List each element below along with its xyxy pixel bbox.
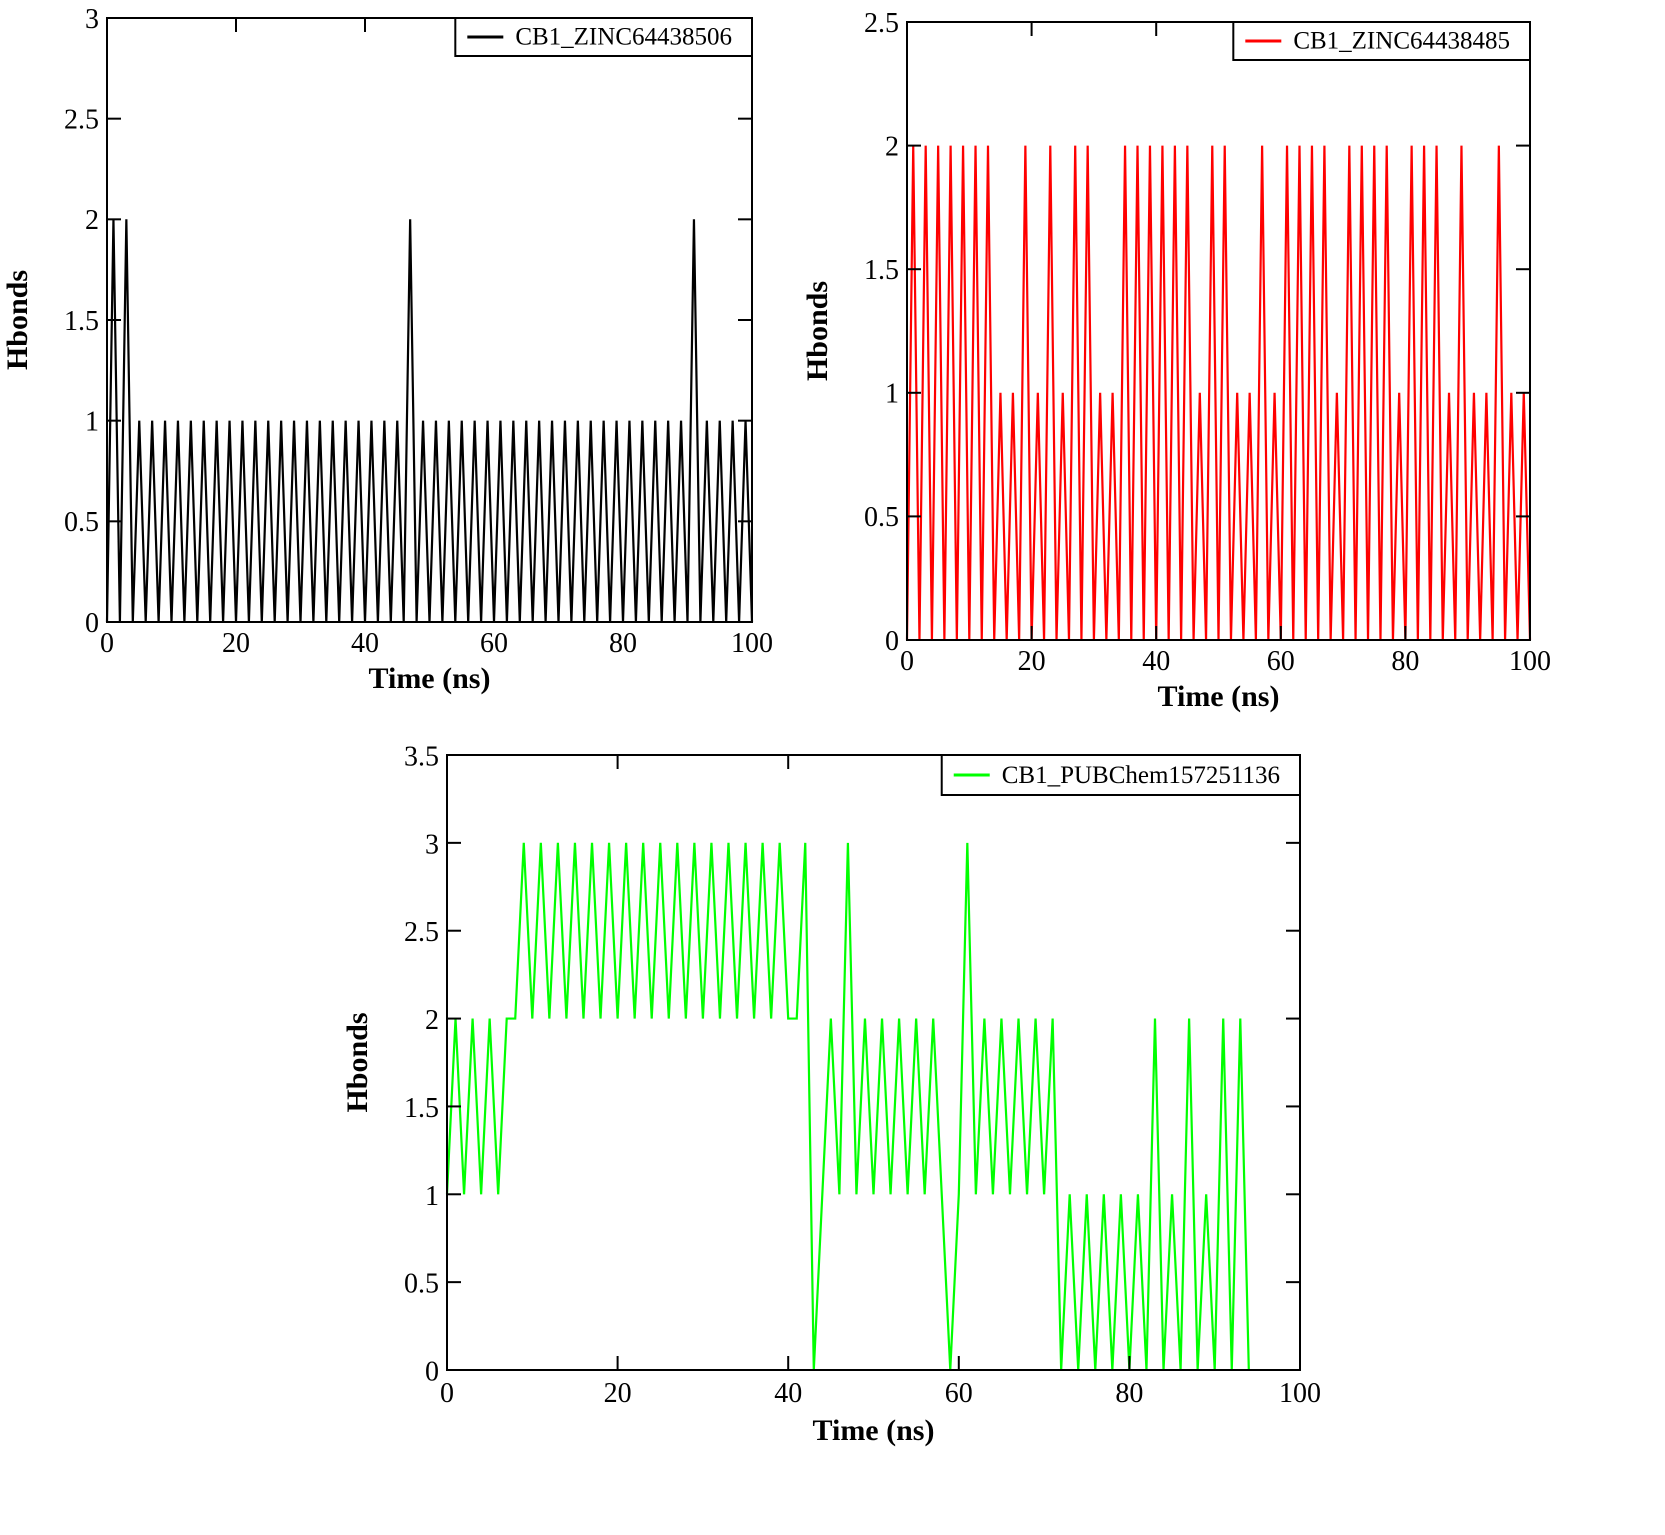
y-tick-label: 0 bbox=[885, 626, 899, 657]
data-line bbox=[905, 145, 1532, 641]
x-tick-label: 0 bbox=[440, 1378, 454, 1409]
y-axis-label: Hbonds bbox=[1, 270, 34, 370]
x-tick-label: 100 bbox=[731, 628, 773, 659]
plot-frame bbox=[106, 17, 753, 623]
legend-box bbox=[940, 754, 1301, 796]
x-tick-label: 40 bbox=[1142, 646, 1170, 677]
y-tick-label: 2.5 bbox=[64, 104, 99, 135]
x-tick-label: 100 bbox=[1279, 1378, 1321, 1409]
y-tick-label: 0.5 bbox=[64, 507, 99, 538]
y-tick-label: 1 bbox=[425, 1181, 439, 1212]
x-tick-label: 60 bbox=[480, 628, 508, 659]
x-axis-label: Time (ns) bbox=[1158, 680, 1280, 713]
x-tick-label: 20 bbox=[1018, 646, 1046, 677]
subplot: 0 20 40 60 80 100 0 0.5 1 1.5 2 2.5 3 3.5 Time (ns) Hbo… bbox=[341, 742, 1321, 1448]
legend-box bbox=[1232, 21, 1531, 61]
y-tick-label: 2.5 bbox=[404, 917, 439, 948]
y-tick-label: 3 bbox=[425, 829, 439, 860]
y-tick-label: 2 bbox=[85, 205, 99, 236]
data-line bbox=[445, 842, 1250, 1371]
x-axis-label: Time (ns) bbox=[369, 662, 491, 695]
x-tick-label: 40 bbox=[774, 1378, 802, 1409]
plot-frame bbox=[906, 21, 1531, 641]
y-tick-label: 3.5 bbox=[404, 742, 439, 773]
y-tick-label: 1.5 bbox=[64, 306, 99, 337]
x-tick-label: 40 bbox=[351, 628, 379, 659]
y-tick-label: 3 bbox=[85, 4, 99, 35]
legend-box bbox=[454, 17, 753, 57]
y-tick-label: 2 bbox=[885, 131, 899, 162]
x-tick-label: 80 bbox=[1391, 646, 1419, 677]
x-tick-label: 20 bbox=[604, 1378, 632, 1409]
legend-label: CB1_ZINC64438506 bbox=[515, 24, 732, 51]
x-tick-label: 100 bbox=[1509, 646, 1551, 677]
x-tick-label: 60 bbox=[1267, 646, 1295, 677]
y-axis-label: Hbonds bbox=[341, 1012, 374, 1112]
y-tick-label: 0.5 bbox=[864, 502, 899, 533]
y-tick-label: 2 bbox=[425, 1005, 439, 1036]
y-tick-label: 1.5 bbox=[864, 255, 899, 286]
x-tick-label: 0 bbox=[900, 646, 914, 677]
y-tick-label: 0 bbox=[85, 608, 99, 639]
y-tick-label: 0 bbox=[425, 1357, 439, 1388]
x-tick-label: 0 bbox=[100, 628, 114, 659]
y-tick-label: 1 bbox=[885, 379, 899, 410]
x-tick-label: 80 bbox=[609, 628, 637, 659]
legend-label: CB1_PUBChem157251136 bbox=[1002, 762, 1280, 789]
y-axis-label: Hbonds bbox=[801, 281, 834, 381]
data-line bbox=[105, 219, 754, 623]
y-tick-label: 0.5 bbox=[404, 1269, 439, 1300]
x-tick-label: 80 bbox=[1115, 1378, 1143, 1409]
subplot: 0 20 40 60 80 100 0 0.5 1 1.5 2 2.5 3 Time (ns) Hbonds… bbox=[1, 4, 773, 695]
legend-label: CB1_ZINC64438485 bbox=[1293, 28, 1510, 55]
subplot: 0 20 40 60 80 100 0 0.5 1 1.5 2 2.5 Time (ns) Hbonds C… bbox=[801, 8, 1551, 713]
y-tick-label: 2.5 bbox=[864, 8, 899, 39]
y-tick-label: 1.5 bbox=[404, 1093, 439, 1124]
plot-frame bbox=[446, 754, 1301, 1371]
x-tick-label: 60 bbox=[945, 1378, 973, 1409]
y-tick-label: 1 bbox=[85, 406, 99, 437]
x-tick-label: 20 bbox=[222, 628, 250, 659]
x-axis-label: Time (ns) bbox=[813, 1414, 935, 1447]
